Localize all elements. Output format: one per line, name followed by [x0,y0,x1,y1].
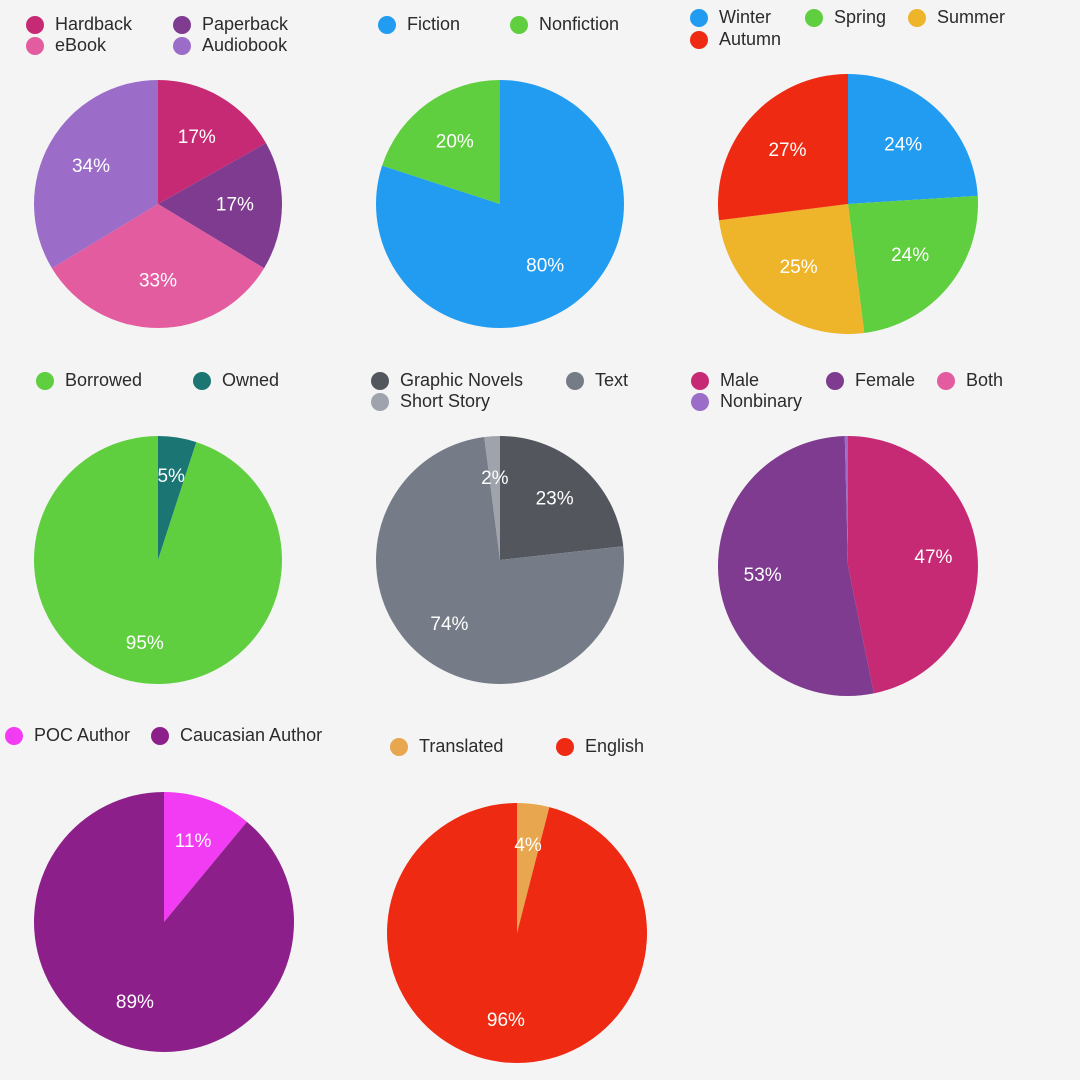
slice-percent-label: 74% [430,614,468,635]
pie-slice-short-story [484,436,500,560]
slice-percent-label: 11% [175,831,212,852]
slice-percent-label: 80% [526,256,564,277]
slice-percent-label: 89% [116,992,154,1013]
slice-percent-label: 24% [884,135,922,156]
pie-slice-caucasian-author [34,792,295,1052]
slice-percent-label: 25% [780,257,818,278]
pie-slice-nonfiction [382,80,500,204]
pie-slice-ebook [51,204,265,328]
pie-slice-text [376,437,625,685]
pie-slice-translated [517,802,550,933]
slice-percent-label: 27% [768,140,806,161]
slice-percent-label: 96% [487,1010,525,1031]
pie-slice-hardback [158,80,267,204]
pie-slice-male [848,436,978,694]
pie-slice-borrowed [33,436,282,685]
pie-slice-paperback [158,143,282,269]
pie-slice-owned [158,436,197,560]
slice-percent-label: 20% [436,131,474,152]
pie-slice-graphic-novels [500,436,624,560]
slice-percent-label: 23% [536,489,574,510]
slice-percent-label: 5% [157,466,185,487]
slice-percent-label: 24% [891,245,929,266]
slice-percent-label: 17% [216,195,254,216]
pie-slice-poc-author [164,792,247,922]
slice-percent-label: 34% [72,156,110,177]
pie-slice-autumn [718,74,848,221]
pie-slice-summer [719,204,865,334]
slice-percent-label: 2% [481,468,509,489]
pie-slice-fiction [376,80,625,329]
slice-percent-label: 53% [744,565,782,586]
slice-percent-label: 47% [914,547,952,568]
slice-percent-label: 95% [126,633,164,654]
pie-slice-nonbinary [844,436,848,566]
pie-slice-audiobook [34,80,158,269]
slice-percent-label: 17% [178,127,216,148]
pie-slice-english [387,803,648,1063]
pie-slice-winter [848,74,978,204]
pie-slice-spring [848,195,978,333]
slice-percent-label: 33% [139,270,177,291]
slice-percent-label: 4% [514,835,542,856]
pie-slice-female [717,436,874,696]
